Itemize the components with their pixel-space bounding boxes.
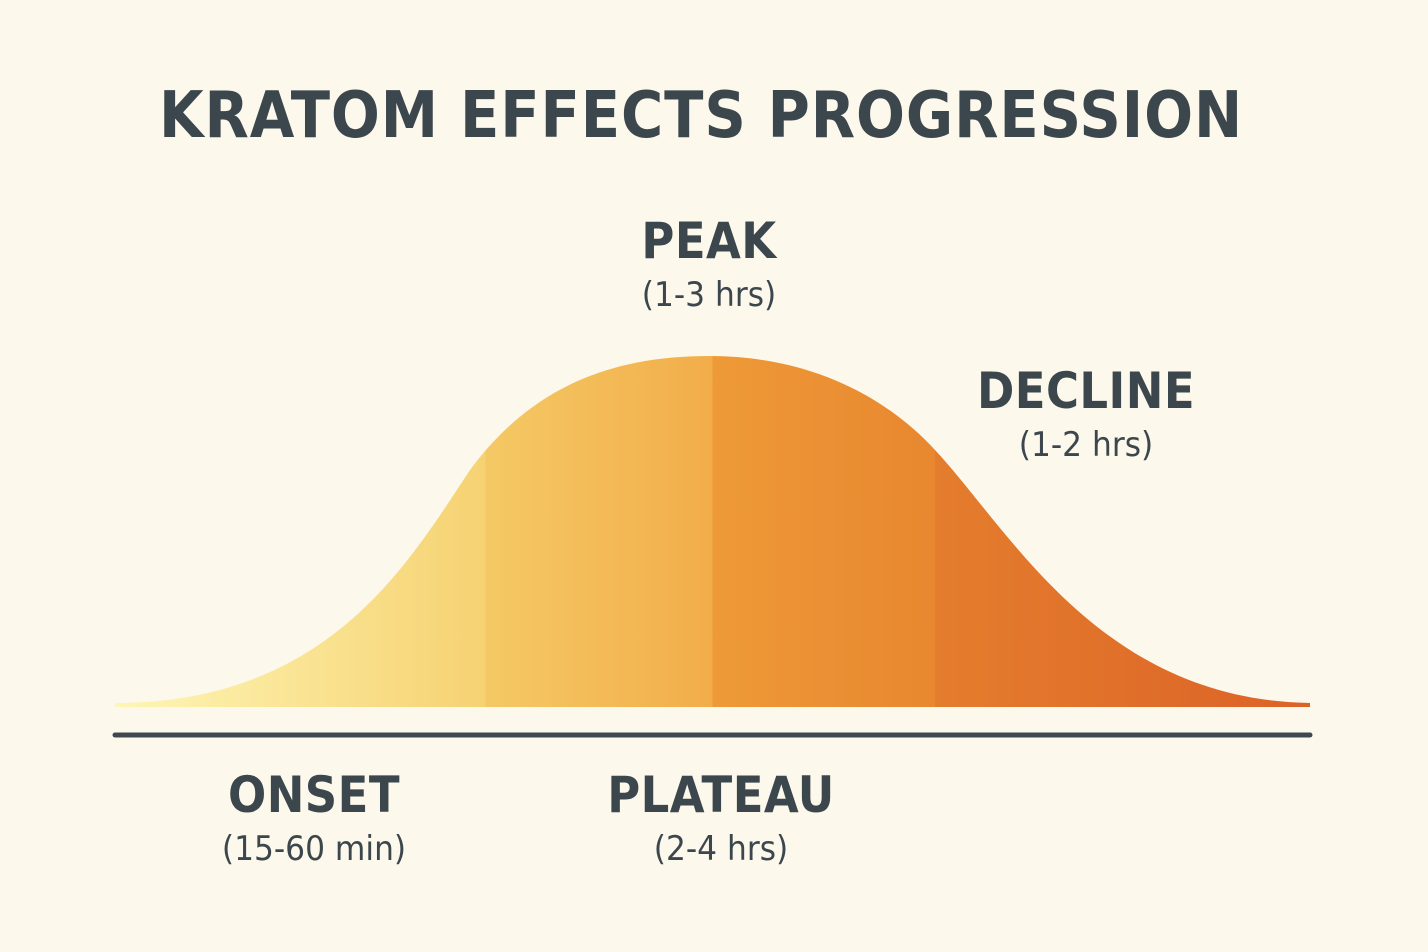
effects-curve-area: [115, 356, 1310, 707]
onset-name: ONSET: [227, 766, 401, 824]
decline-duration: (1-2 hrs): [1018, 425, 1154, 465]
plateau-name: PLATEAU: [607, 766, 835, 824]
peak-label: PEAK (1-3 hrs): [499, 212, 919, 316]
decline-name: DECLINE: [976, 362, 1196, 420]
onset-label: ONSET (15-60 min): [104, 766, 524, 870]
plateau-duration: (2-4 hrs): [653, 829, 789, 869]
diagram-title: KRATOM EFFECTS PROGRESSION: [158, 79, 1244, 153]
peak-duration: (1-3 hrs): [641, 275, 777, 315]
decline-label: DECLINE (1-2 hrs): [876, 362, 1296, 466]
peak-name: PEAK: [641, 212, 777, 270]
plateau-label: PLATEAU (2-4 hrs): [511, 766, 931, 870]
onset-duration: (15-60 min): [221, 829, 407, 869]
